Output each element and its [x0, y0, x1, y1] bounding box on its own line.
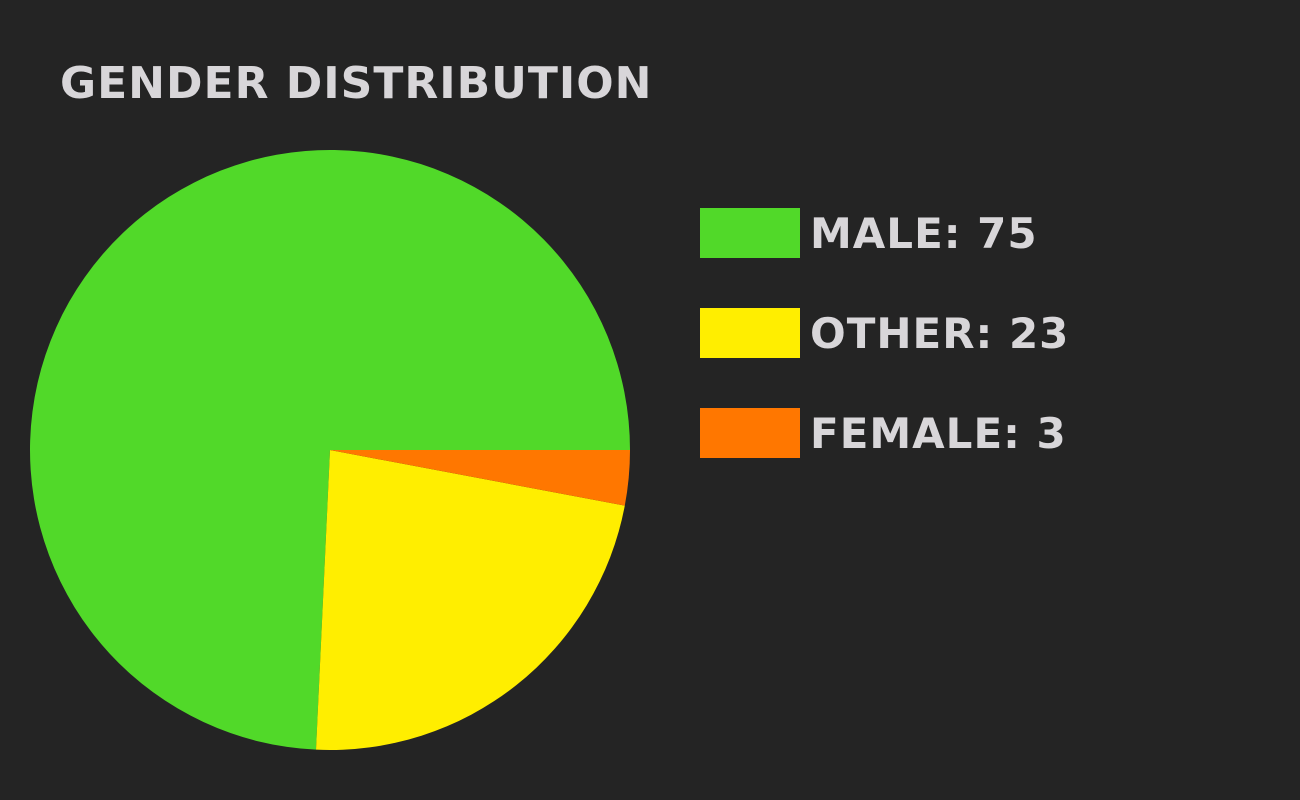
legend-label-female: FEMALE: 3	[810, 408, 1067, 458]
pie-slice-male	[30, 149, 630, 750]
legend-label-male: MALE: 75	[810, 208, 1038, 258]
chart-title: GENDER DISTRIBUTION	[60, 58, 653, 109]
pie-slice-female	[330, 450, 630, 506]
legend-item-female: FEMALE: 3	[700, 408, 1069, 458]
legend-swatch-other	[700, 308, 800, 358]
pie-slice-other	[316, 450, 625, 750]
legend-swatch-female	[700, 408, 800, 458]
legend-swatch-male	[700, 208, 800, 258]
legend-item-other: OTHER: 23	[700, 308, 1069, 358]
pie-slices	[30, 149, 630, 750]
legend-item-male: MALE: 75	[700, 208, 1069, 258]
legend-label-other: OTHER: 23	[810, 308, 1070, 358]
legend: MALE: 75 OTHER: 23 FEMALE: 3	[700, 208, 1069, 508]
